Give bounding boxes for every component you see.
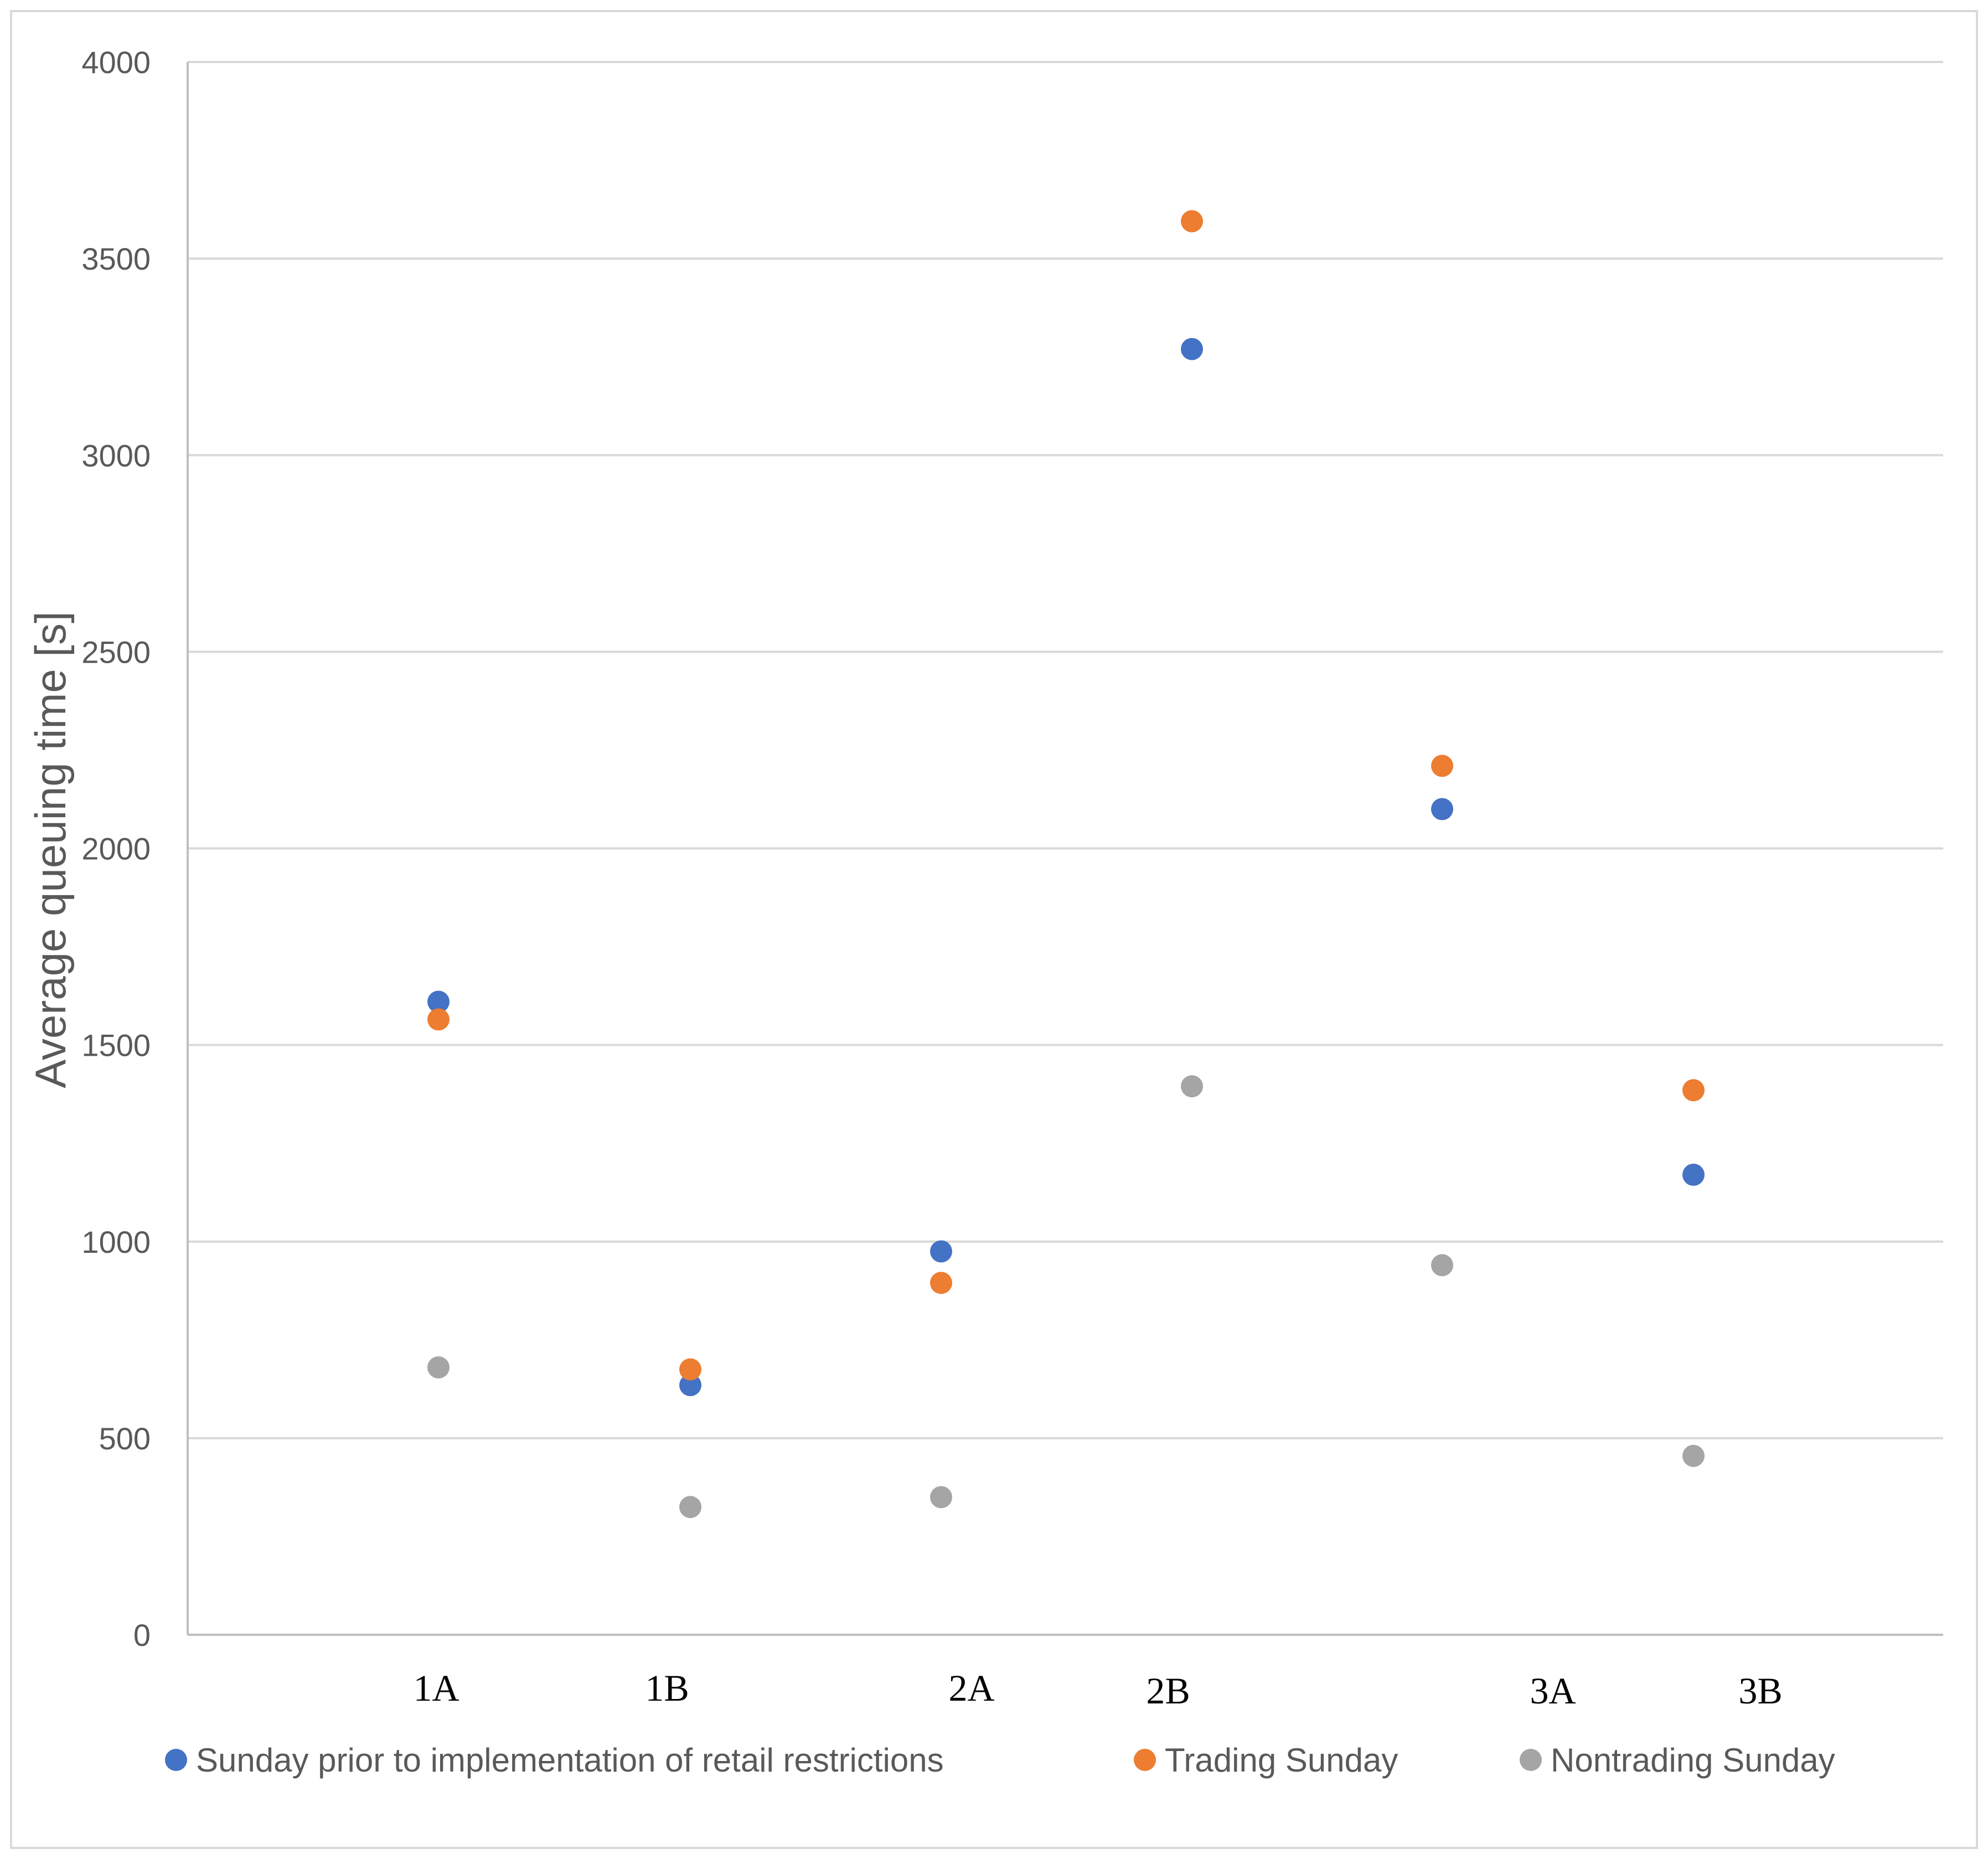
y-tick-label-3500: 3500 (81, 241, 151, 276)
point-series1-1a (427, 990, 450, 1013)
legend-marker-3 (1520, 1749, 1542, 1771)
y-tick-label-4000: 4000 (81, 45, 151, 80)
point-series1-2a (930, 1240, 952, 1263)
point-series2-3a (1431, 755, 1453, 777)
legend-label-2: Trading Sunday (1165, 1742, 1398, 1779)
x-category-label-1a: 1A (413, 1667, 459, 1709)
x-category-label-1b: 1B (645, 1667, 689, 1709)
legend-label-1: Sunday prior to implementation of retail… (196, 1742, 944, 1779)
legend-label-3: Nontrading Sunday (1551, 1742, 1835, 1779)
y-tick-label-1500: 1500 (81, 1028, 151, 1063)
gridlines (188, 61, 1943, 1439)
point-series2-1b (679, 1358, 701, 1381)
chart-frame (10, 10, 1978, 1849)
point-series3-3b (1682, 1444, 1705, 1467)
y-tick-label-500: 500 (99, 1421, 151, 1456)
x-category-labels: 1A 1B 2A 2B 3A 3B (413, 1667, 1782, 1712)
point-series2-1a (427, 1008, 450, 1031)
x-category-label-3b: 3B (1738, 1670, 1782, 1712)
point-series3-2b (1181, 1075, 1203, 1098)
x-category-label-2a: 2A (948, 1667, 994, 1709)
legend-marker-1 (165, 1749, 187, 1771)
point-series2-2a (930, 1272, 952, 1294)
data-points (427, 210, 1705, 1519)
y-tick-label-0: 0 (133, 1618, 151, 1653)
point-series1-3a (1431, 798, 1453, 820)
axes (187, 62, 1943, 1636)
legend-marker-2 (1134, 1749, 1156, 1771)
y-tick-labels: 0 500 1000 1500 2000 2500 3000 3500 4000 (81, 45, 151, 1653)
y-tick-label-3000: 3000 (81, 438, 151, 473)
x-category-label-2b: 2B (1146, 1670, 1190, 1712)
y-tick-label-2500: 2500 (81, 634, 151, 669)
point-series3-1b (679, 1496, 701, 1519)
point-series3-1a (427, 1356, 450, 1379)
point-series1-3b (1682, 1164, 1705, 1186)
y-axis-title: Average queuing time [s] (26, 611, 75, 1088)
y-tick-label-1000: 1000 (81, 1225, 151, 1259)
point-series3-3a (1431, 1254, 1453, 1277)
point-series2-2b (1181, 210, 1203, 233)
point-series1-1b (679, 1373, 701, 1396)
point-series3-2a (930, 1486, 952, 1509)
point-series2-3b (1682, 1079, 1705, 1102)
legend: Sunday prior to implementation of retail… (165, 1742, 1835, 1779)
point-series1-2b (1181, 338, 1203, 360)
y-tick-label-2000: 2000 (81, 832, 151, 866)
x-category-label-3a: 3A (1530, 1670, 1576, 1712)
